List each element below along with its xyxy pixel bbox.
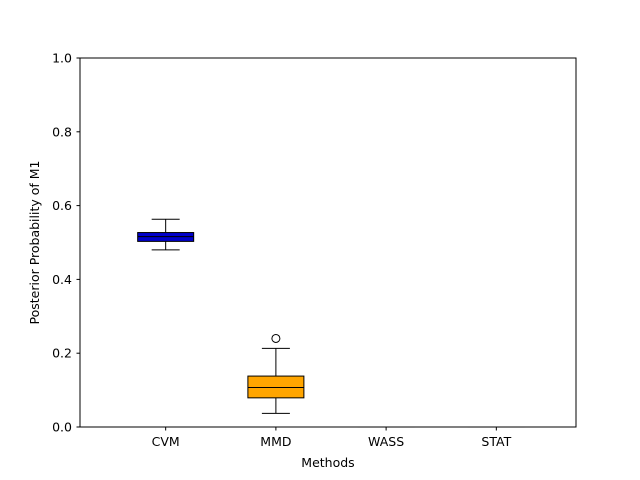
box-cvm [137,218,195,251]
box-mmd [247,333,305,414]
y-axis-ticks: 0.0 0.2 0.4 0.6 0.8 1.0 [52,51,80,435]
iqr-box [247,375,305,399]
boxes-layer [137,218,525,428]
x-tick-label: CVM [152,434,180,449]
x-axis-ticks: CVM MMD WASS STAT [152,427,512,449]
y-tick-label: 0.6 [52,198,72,213]
y-tick-label: 0.4 [52,272,72,287]
y-tick-label: 1.0 [52,51,72,66]
y-tick-label: 0.0 [52,420,72,435]
x-tick-label: STAT [481,434,511,449]
y-tick-label: 0.8 [52,124,72,139]
plot-area-frame [79,57,577,428]
outlier-point [271,333,281,343]
y-axis-label: Posterior Probability of M1 [27,160,42,324]
x-axis-label: Methods [301,455,354,470]
y-tick-label: 0.2 [52,346,72,361]
x-tick-label: WASS [368,434,404,449]
x-tick-label: MMD [260,434,291,449]
